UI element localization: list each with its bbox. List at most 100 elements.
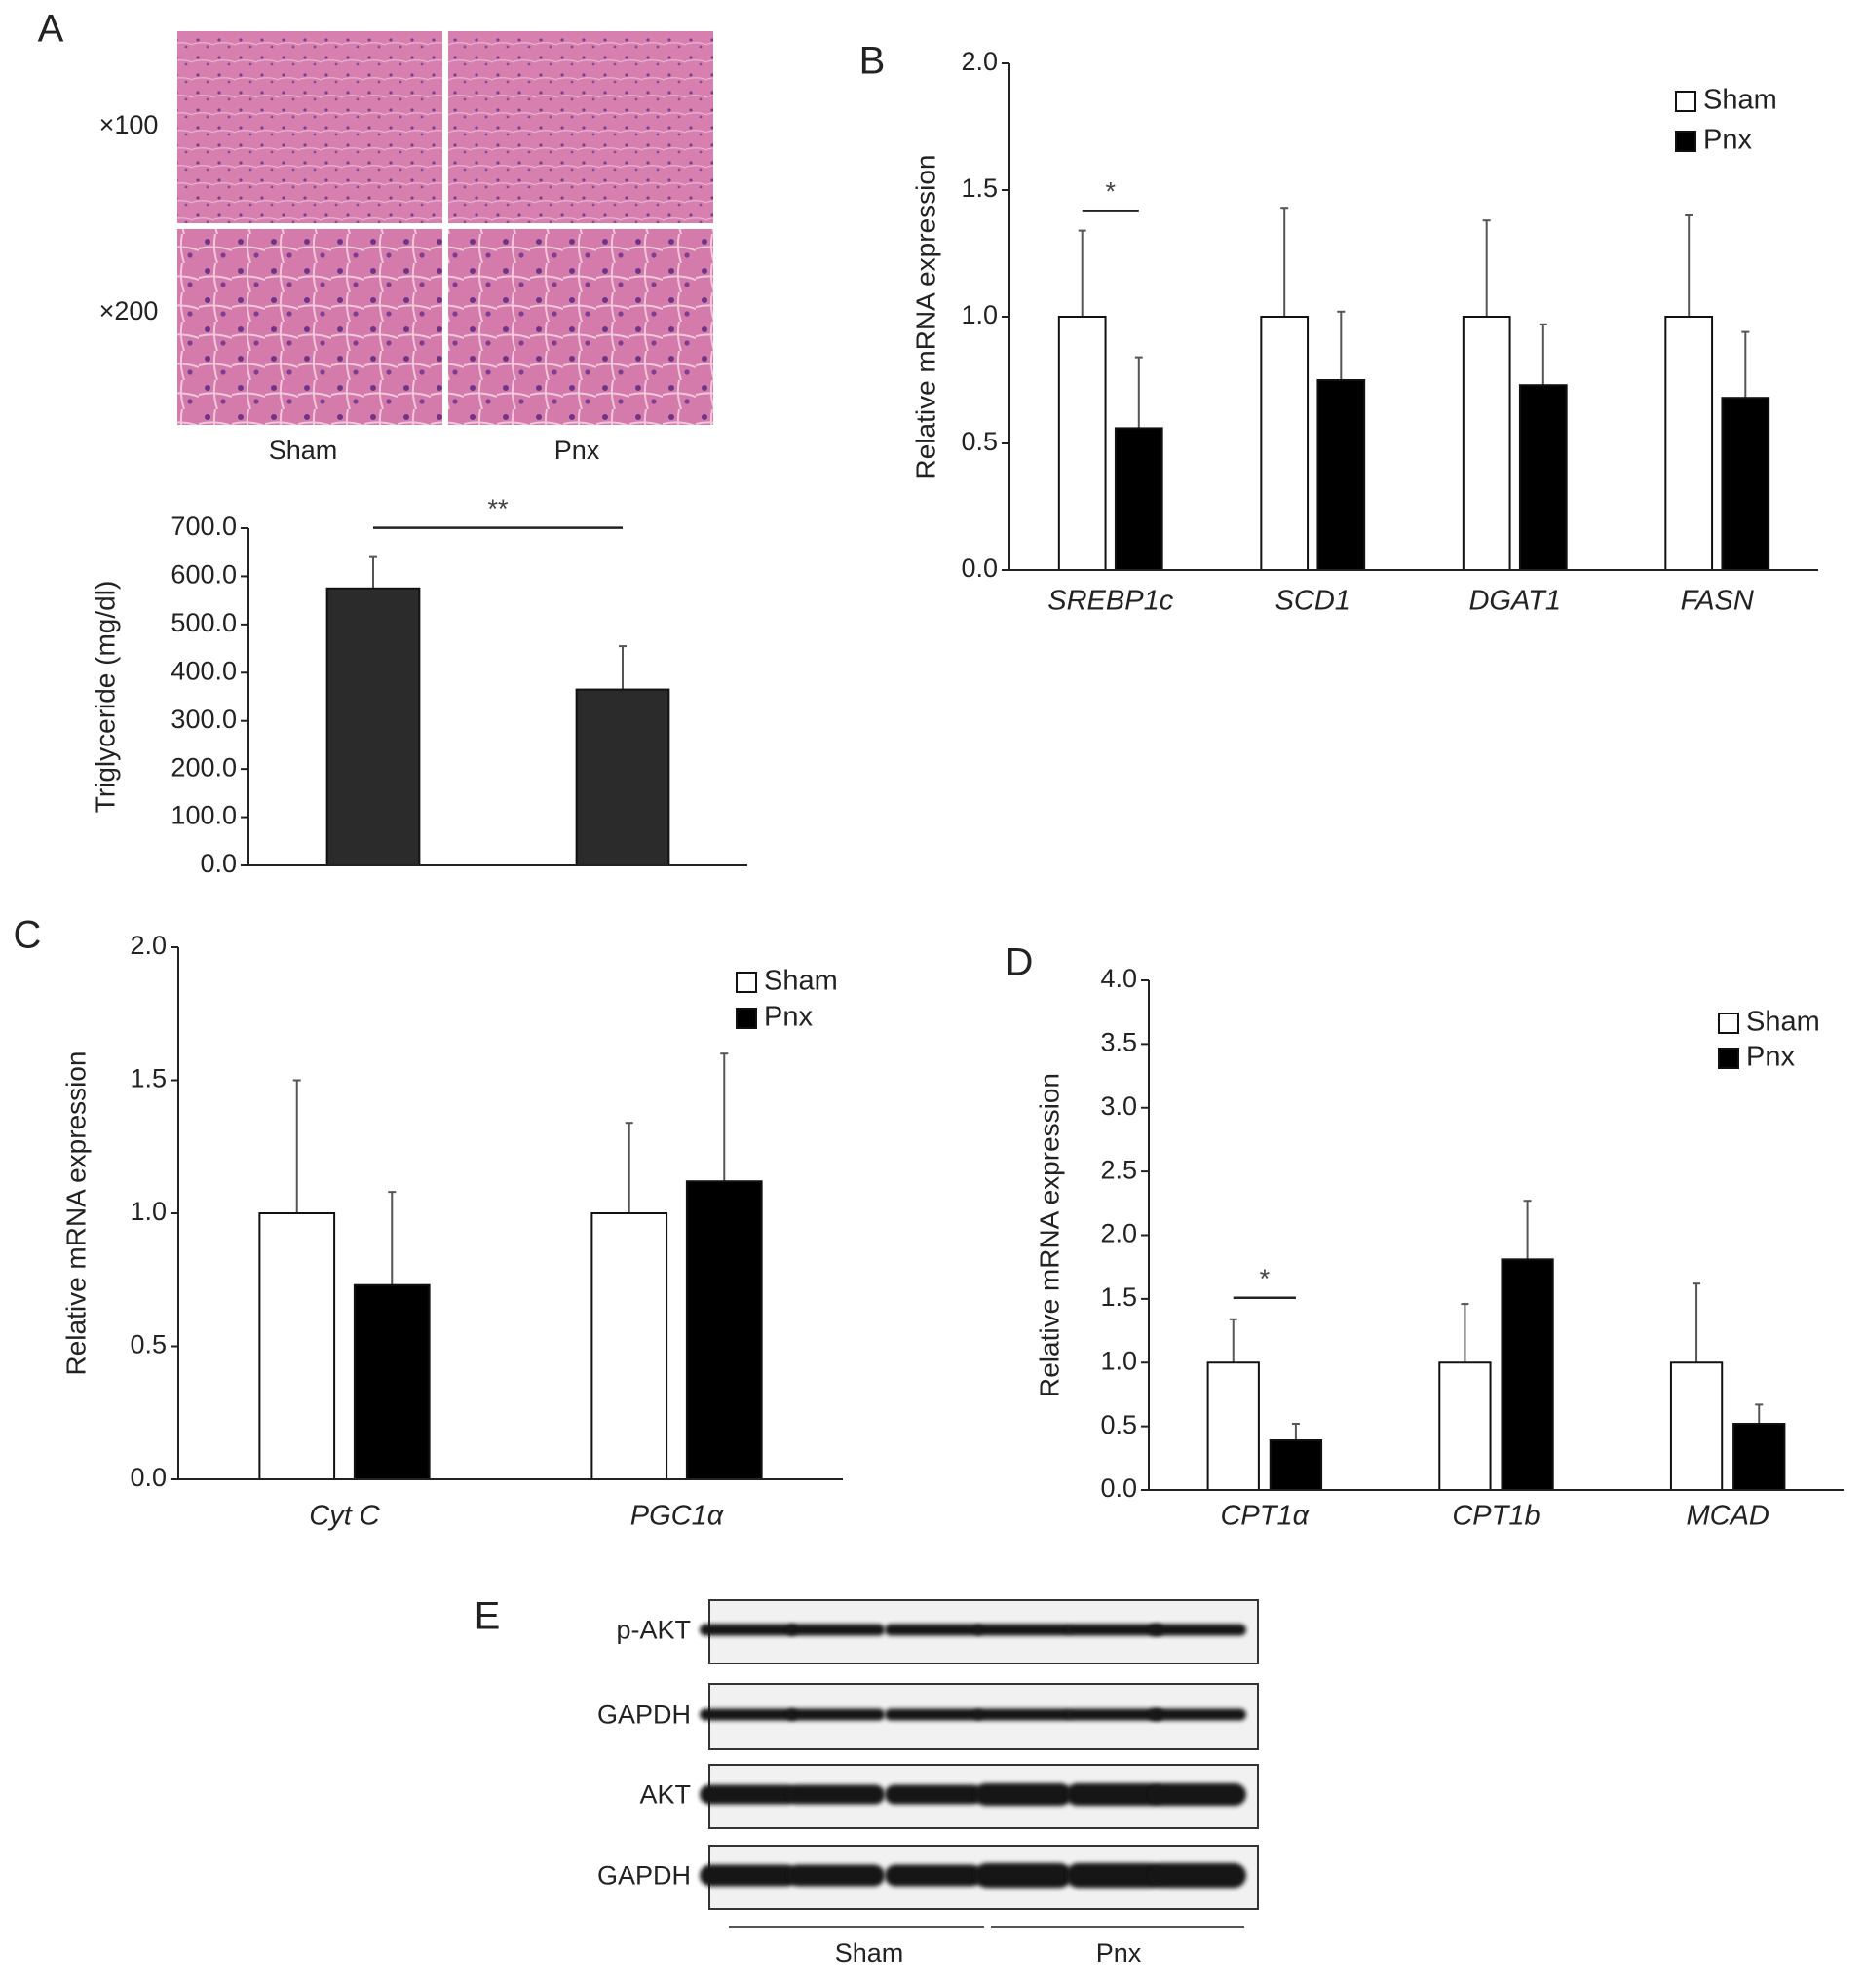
y-tick-label: 0.5 <box>1100 1410 1137 1439</box>
x-tick-label: SREBP1c <box>1047 586 1173 617</box>
bar <box>1669 1361 1724 1491</box>
bar <box>575 688 670 866</box>
group-label: Sham <box>269 436 338 465</box>
blot-band <box>885 1784 982 1805</box>
blot-band <box>787 1624 885 1636</box>
y-tick-label: 1.0 <box>1100 1346 1137 1375</box>
blot-band <box>1066 1624 1163 1636</box>
blot-row-label: p-AKT <box>616 1616 691 1645</box>
bar <box>353 1283 431 1480</box>
y-axis-label: Relative mRNA expression <box>60 1051 91 1375</box>
micrograph <box>448 229 713 425</box>
blot-band <box>1149 1862 1246 1889</box>
blot-band <box>885 1624 982 1636</box>
panel-letter: B <box>859 40 886 83</box>
bar <box>1269 1439 1323 1491</box>
x-tick-label: CPT1α <box>1220 1501 1310 1532</box>
legend-swatch <box>1675 91 1696 112</box>
y-tick-label: 0.0 <box>200 849 237 878</box>
bar <box>325 587 421 866</box>
blot-band <box>700 1624 797 1636</box>
blot-group-label: Sham <box>835 1938 904 1968</box>
blot-row-label: GAPDH <box>597 1861 691 1891</box>
y-tick-label: 0.5 <box>961 427 998 456</box>
blot-band <box>1066 1862 1163 1889</box>
panel-letter: A <box>38 8 64 51</box>
bar <box>1260 316 1310 571</box>
legend-swatch <box>1675 131 1696 152</box>
bar <box>1462 316 1511 571</box>
bar <box>1438 1361 1492 1491</box>
micrograph <box>177 229 442 425</box>
y-tick-label: 200.0 <box>171 752 237 782</box>
y-tick-label: 0.0 <box>130 1463 167 1492</box>
blot-band <box>1149 1708 1246 1721</box>
magnification-label: ×200 <box>99 296 159 325</box>
x-tick-label: MCAD <box>1686 1501 1769 1532</box>
y-tick-label: 1.0 <box>961 300 998 329</box>
blot-band <box>885 1708 982 1721</box>
bar <box>1316 379 1366 571</box>
bar <box>1057 316 1107 571</box>
panel-letter: E <box>475 1595 501 1638</box>
bar <box>258 1212 336 1480</box>
blot-band <box>700 1864 797 1887</box>
blot-row-label: AKT <box>639 1780 691 1810</box>
blot-band <box>1149 1624 1246 1636</box>
micrograph <box>177 31 442 223</box>
y-tick-label: 1.5 <box>961 173 998 203</box>
legend-swatch <box>736 1008 757 1029</box>
y-tick-label: 0.0 <box>1100 1473 1137 1503</box>
y-tick-label: 0.5 <box>130 1330 167 1359</box>
y-tick-label: 0.0 <box>961 554 998 583</box>
bar <box>1114 427 1163 571</box>
y-tick-label: 400.0 <box>171 656 237 685</box>
group-label: Pnx <box>554 436 600 465</box>
blot-band <box>1149 1783 1246 1806</box>
y-tick-label: 2.0 <box>130 931 167 960</box>
bar <box>1721 397 1770 572</box>
x-tick-label: DGAT1 <box>1468 586 1561 617</box>
blot-band <box>885 1864 982 1887</box>
legend-swatch <box>736 972 757 993</box>
y-tick-label: 100.0 <box>171 801 237 830</box>
panel-letter: D <box>1006 941 1034 984</box>
significance-label: ** <box>487 494 509 523</box>
legend-label: Pnx <box>1703 125 1752 156</box>
blot-band <box>787 1708 885 1721</box>
y-tick-label: 4.0 <box>1100 964 1137 993</box>
x-tick-label: PGC1α <box>630 1501 725 1532</box>
panel-letter: C <box>14 914 42 957</box>
x-tick-label: FASN <box>1681 586 1754 617</box>
x-tick-label: Cyt C <box>309 1501 381 1532</box>
micrograph <box>448 31 713 223</box>
x-tick-label: CPT1b <box>1452 1501 1540 1532</box>
bar <box>1732 1423 1786 1492</box>
y-tick-label: 3.0 <box>1100 1091 1137 1121</box>
bar <box>1501 1258 1554 1492</box>
blot-band <box>787 1864 885 1887</box>
y-tick-label: 500.0 <box>171 608 237 637</box>
blot-band <box>787 1784 885 1805</box>
bar <box>685 1180 763 1480</box>
blot-group-label: Pnx <box>1096 1938 1142 1968</box>
y-axis-label: Triglyceride (mg/dl) <box>90 581 120 814</box>
x-tick-label: SCD1 <box>1275 586 1350 617</box>
blot-band <box>974 1783 1072 1806</box>
significance-label: * <box>1260 1264 1271 1293</box>
legend-swatch <box>1718 1013 1739 1034</box>
y-tick-label: 1.0 <box>130 1197 167 1226</box>
y-axis-label: Relative mRNA expression <box>1034 1073 1064 1397</box>
y-tick-label: 1.5 <box>1100 1282 1137 1312</box>
blot-band <box>974 1862 1072 1889</box>
blot-band <box>1066 1783 1163 1806</box>
legend-label: Sham <box>1703 85 1777 116</box>
y-tick-label: 300.0 <box>171 705 237 734</box>
y-tick-label: 2.0 <box>961 47 998 76</box>
legend-label: Pnx <box>764 1002 813 1033</box>
blot-band <box>974 1624 1072 1636</box>
y-tick-label: 2.5 <box>1100 1155 1137 1184</box>
legend-label: Sham <box>1746 1007 1820 1038</box>
